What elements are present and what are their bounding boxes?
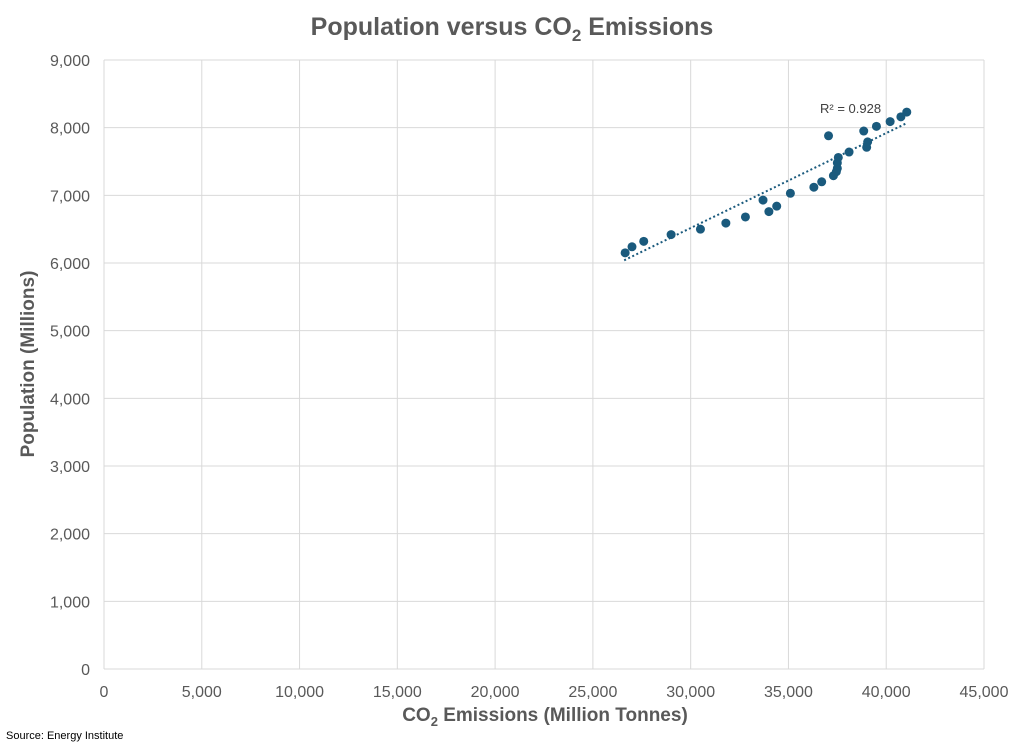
y-tick-label: 6,000 xyxy=(50,256,90,273)
data-point xyxy=(627,242,637,252)
y-tick-label: 8,000 xyxy=(50,121,90,138)
x-tick-label: 0 xyxy=(100,684,109,701)
x-tick-label: 15,000 xyxy=(373,684,422,701)
data-point xyxy=(758,195,768,205)
data-point xyxy=(824,131,834,141)
y-axis-title: Population (Millions) xyxy=(18,271,39,458)
source-note: Source: Energy Institute xyxy=(6,730,124,742)
data-point xyxy=(639,236,649,246)
data-point xyxy=(863,137,873,147)
data-point xyxy=(833,152,843,162)
data-point xyxy=(885,117,895,127)
data-point xyxy=(764,207,774,217)
x-tick-label: 30,000 xyxy=(666,684,715,701)
data-point xyxy=(740,212,750,222)
x-tick-label: 20,000 xyxy=(471,684,520,701)
data-point xyxy=(844,147,854,157)
data-point xyxy=(666,230,676,240)
x-axis-ticks: 0 5,000 10,000 15,000 20,000 25,000 30,000 35,0… xyxy=(100,684,1009,701)
vertical-gridlines xyxy=(103,60,985,669)
chart-title: Population versus CO2 Emissions xyxy=(311,13,714,45)
data-point xyxy=(902,107,912,117)
y-tick-label: 7,000 xyxy=(50,188,90,205)
data-point xyxy=(620,248,630,258)
data-point xyxy=(785,188,795,198)
data-point xyxy=(695,224,705,234)
y-tick-label: 3,000 xyxy=(50,459,90,476)
x-tick-label: 25,000 xyxy=(568,684,617,701)
data-point xyxy=(721,218,731,228)
x-tick-label: 35,000 xyxy=(764,684,813,701)
scatter-chart: Population versus CO2 Emissions 0 5,000 10… xyxy=(18,13,1009,728)
data-point xyxy=(772,201,782,211)
data-point xyxy=(817,177,827,187)
y-tick-label: 2,000 xyxy=(50,527,90,544)
y-tick-label: 0 xyxy=(81,662,90,679)
r-squared-label: R² = 0.928 xyxy=(820,101,881,116)
x-tick-label: 45,000 xyxy=(960,684,1009,701)
y-tick-label: 5,000 xyxy=(50,324,90,341)
y-axis-ticks: 0 1,000 2,000 3,000 4,000 5,000 6,000 7,000 8,00… xyxy=(50,53,90,679)
data-point xyxy=(809,182,819,192)
horizontal-gridlines xyxy=(104,59,984,670)
y-tick-label: 1,000 xyxy=(50,594,90,611)
x-tick-label: 5,000 xyxy=(182,684,222,701)
y-tick-label: 4,000 xyxy=(50,391,90,408)
data-point xyxy=(871,121,881,131)
x-tick-label: 40,000 xyxy=(862,684,911,701)
x-tick-label: 10,000 xyxy=(275,684,324,701)
data-point xyxy=(859,126,869,136)
x-axis-title: CO2 Emissions (Million Tonnes) xyxy=(402,705,688,728)
data-points xyxy=(620,107,912,258)
y-tick-label: 9,000 xyxy=(50,53,90,70)
